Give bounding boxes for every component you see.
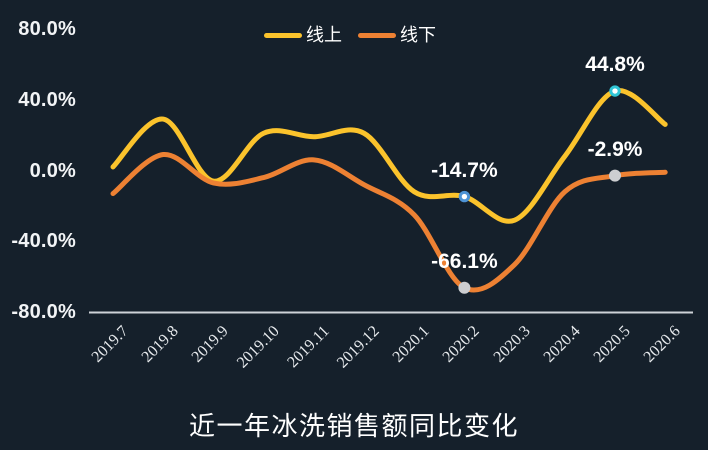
y-tick-label: 0.0% xyxy=(29,159,76,182)
marker-ring xyxy=(458,190,471,203)
legend-label: 线下 xyxy=(400,25,436,45)
legend-item-1[interactable]: 线下 xyxy=(358,24,436,46)
legend-line-swatch xyxy=(264,32,302,38)
data-point-label: -2.9% xyxy=(587,137,643,161)
legend-label: 线上 xyxy=(306,25,342,45)
y-tick-label: -80.0% xyxy=(11,301,76,324)
legend: 线上 线下 xyxy=(264,24,436,46)
data-point-label: 44.8% xyxy=(585,53,645,77)
legend-line-swatch xyxy=(358,32,396,38)
y-tick-label: 80.0% xyxy=(18,17,76,40)
y-tick-label: 40.0% xyxy=(18,88,76,111)
legend-item-0[interactable]: 线上 xyxy=(264,24,342,46)
data-point-label: -66.1% xyxy=(431,249,498,273)
y-tick-label: -40.0% xyxy=(11,230,76,253)
marker-ring xyxy=(609,85,621,97)
series-line-1 xyxy=(110,152,668,293)
chart-title: 近一年冰洗销售额同比变化 xyxy=(188,412,519,441)
series-line-0 xyxy=(110,88,668,224)
data-point-label: -14.7% xyxy=(431,158,498,182)
marker-dot xyxy=(458,281,471,294)
marker-dot xyxy=(609,169,621,182)
